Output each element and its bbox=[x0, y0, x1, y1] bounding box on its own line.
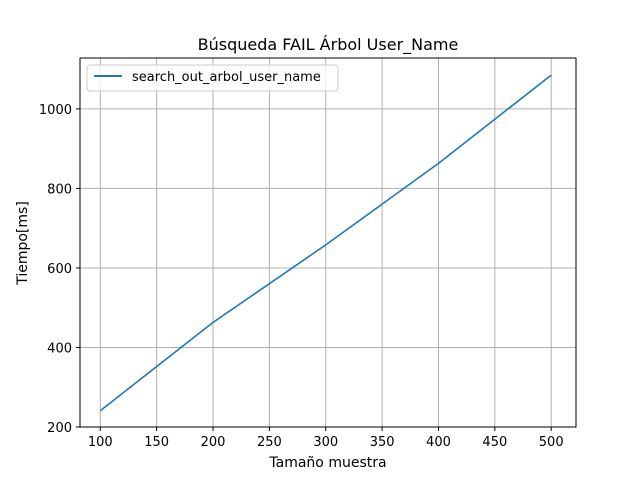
legend-box bbox=[86, 64, 339, 92]
legend-label: search_out_arbol_user_name bbox=[132, 70, 321, 85]
y-tick-label: 400 bbox=[47, 341, 72, 356]
legend: search_out_arbol_user_name bbox=[86, 64, 339, 92]
x-tick-label: 450 bbox=[482, 435, 507, 450]
series-line bbox=[99, 74, 552, 412]
y-axis-label: Tiempo[ms] bbox=[15, 201, 31, 286]
series-lines bbox=[99, 74, 552, 412]
chart-title: Búsqueda FAIL Árbol User_Name bbox=[198, 35, 459, 55]
y-tick-label: 600 bbox=[47, 262, 72, 277]
x-tick-label: 350 bbox=[370, 435, 395, 450]
plot-frame bbox=[79, 57, 577, 428]
y-tick-label: 1000 bbox=[39, 103, 72, 118]
x-tick-label: 250 bbox=[257, 435, 282, 450]
x-tick-label: 500 bbox=[539, 435, 564, 450]
x-tick-label: 400 bbox=[426, 435, 451, 450]
x-tick-label: 300 bbox=[313, 435, 338, 450]
x-axis-label: Tamaño muestra bbox=[268, 455, 386, 471]
y-tick-label: 200 bbox=[47, 421, 72, 436]
x-tick-label: 200 bbox=[201, 435, 226, 450]
x-tick-label: 150 bbox=[144, 435, 169, 450]
x-tick-label: 100 bbox=[88, 435, 113, 450]
axis-ticks: 100 150 200 250 300 350 400 450 500 200 400 600 800 1… bbox=[39, 103, 564, 450]
y-tick-label: 800 bbox=[47, 182, 72, 197]
